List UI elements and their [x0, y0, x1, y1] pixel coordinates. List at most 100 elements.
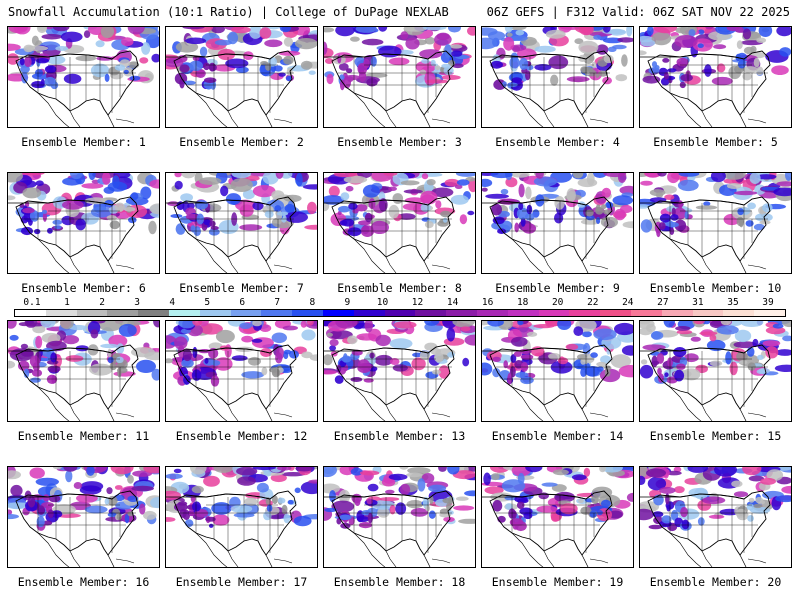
snowfall-map	[165, 466, 318, 568]
snowfall-map	[7, 26, 160, 128]
snowfall-map	[639, 466, 792, 568]
ensemble-panel: Ensemble Member: 1	[7, 26, 160, 173]
legend-tick-label: 18	[516, 297, 529, 308]
legend-swatch	[292, 310, 323, 316]
legend-tick-label: 12	[411, 297, 424, 308]
legend-tick-label: 16	[481, 297, 494, 308]
ensemble-panel: Ensemble Member: 18	[323, 466, 476, 613]
snowfall-map	[481, 172, 634, 274]
legend-tick-label: 4	[169, 297, 176, 308]
snowfall-map	[639, 320, 792, 422]
legend-swatch	[415, 310, 447, 316]
ensemble-member-label: Ensemble Member: 13	[333, 429, 466, 443]
legend-color-bar	[14, 309, 786, 317]
legend-tick-label: 27	[657, 297, 669, 308]
legend-swatch	[107, 310, 139, 316]
legend-tick-label: 14	[446, 297, 459, 308]
legend-swatch	[138, 310, 169, 316]
snowfall-map	[639, 26, 792, 128]
snowfall-map	[165, 26, 318, 128]
ensemble-member-label: Ensemble Member: 7	[179, 281, 304, 295]
ensemble-panel: Ensemble Member: 16	[7, 466, 160, 613]
ensemble-panel: Ensemble Member: 11	[7, 320, 160, 467]
snowfall-map	[165, 320, 318, 422]
legend-tick-label: 6	[239, 297, 246, 308]
legend-tick-label: 2	[99, 297, 105, 308]
ensemble-member-label: Ensemble Member: 8	[337, 281, 462, 295]
ensemble-panel: Ensemble Member: 5	[639, 26, 792, 173]
snowfall-map	[323, 172, 476, 274]
legend-tick-label: 22	[587, 297, 599, 308]
ensemble-panel: Ensemble Member: 7	[165, 172, 318, 319]
snowfall-map	[323, 26, 476, 128]
ensemble-member-label: Ensemble Member: 16	[17, 575, 150, 589]
legend-tick-label: 9	[344, 297, 351, 308]
legend-swatch	[168, 310, 200, 316]
snowfall-map	[323, 466, 476, 568]
legend-tick-label: 8	[309, 297, 316, 308]
snowfall-map	[165, 172, 318, 274]
ensemble-panel: Ensemble Member: 9	[481, 172, 634, 319]
ensemble-panel: Ensemble Member: 14	[481, 320, 634, 467]
snowfall-map	[481, 466, 634, 568]
legend-swatch	[322, 310, 354, 316]
legend-labels: 0.1 1 2 3 4 5 6 7 8 9 10 12 14 16 18 20 22 24 27 31 35 39	[14, 297, 786, 308]
legend-tick-label: 5	[204, 297, 211, 308]
legend-swatch	[446, 310, 477, 316]
ensemble-member-label: Ensemble Member: 12	[175, 429, 308, 443]
legend-tick-label: 10	[376, 297, 389, 308]
legend-swatch	[76, 310, 108, 316]
ensemble-member-label: Ensemble Member: 14	[491, 429, 624, 443]
legend-swatch	[723, 310, 755, 316]
legend-swatch	[630, 310, 662, 316]
legend-tick-label: 7	[274, 297, 281, 308]
legend-swatch	[15, 310, 46, 316]
legend-swatch	[507, 310, 539, 316]
legend-swatch	[261, 310, 293, 316]
ensemble-member-label: Ensemble Member: 9	[495, 281, 620, 295]
legend-swatch	[199, 310, 231, 316]
ensemble-member-label: Ensemble Member: 15	[649, 429, 782, 443]
ensemble-member-label: Ensemble Member: 10	[649, 281, 782, 295]
header: Snowfall Accumulation (10:1 Ratio) | Col…	[0, 0, 800, 22]
ensemble-panel: Ensemble Member: 3	[323, 26, 476, 173]
model-valid-time: 06Z GEFS | F312 Valid: 06Z SAT NOV 22 20…	[486, 5, 790, 19]
snowfall-map	[481, 320, 634, 422]
ensemble-member-label: Ensemble Member: 19	[491, 575, 624, 589]
ensemble-member-label: Ensemble Member: 4	[495, 135, 620, 149]
ensemble-panel: Ensemble Member: 19	[481, 466, 634, 613]
legend-swatch	[230, 310, 262, 316]
legend-tick-label: 24	[622, 297, 634, 308]
ensemble-member-label: Ensemble Member: 11	[17, 429, 150, 443]
snowfall-map	[481, 26, 634, 128]
ensemble-member-label: Ensemble Member: 1	[21, 135, 146, 149]
ensemble-member-label: Ensemble Member: 3	[337, 135, 462, 149]
ensemble-member-label: Ensemble Member: 2	[179, 135, 304, 149]
ensemble-panel: Ensemble Member: 13	[323, 320, 476, 467]
ensemble-panel: Ensemble Member: 10	[639, 172, 792, 319]
ensemble-panel: Ensemble Member: 6	[7, 172, 160, 319]
legend-tick-label: 1	[64, 297, 70, 308]
ensemble-member-label: Ensemble Member: 5	[653, 135, 778, 149]
legend-swatch	[569, 310, 601, 316]
legend-tick-label: 0.1	[23, 297, 41, 308]
legend-tick-label: 3	[134, 297, 140, 308]
ensemble-panel: Ensemble Member: 15	[639, 320, 792, 467]
ensemble-member-label: Ensemble Member: 20	[649, 575, 782, 589]
ensemble-member-label: Ensemble Member: 6	[21, 281, 146, 295]
legend-swatch	[754, 310, 785, 316]
legend-tick-label: 35	[727, 297, 739, 308]
ensemble-panel: Ensemble Member: 4	[481, 26, 634, 173]
legend-swatch	[692, 310, 724, 316]
legend-swatch	[45, 310, 77, 316]
snowfall-map	[7, 466, 160, 568]
ensemble-panel: Ensemble Member: 20	[639, 466, 792, 613]
snowfall-color-legend: 0.1 1 2 3 4 5 6 7 8 9 10 12 14 16 18 20 22 24 27 31 35 39	[14, 297, 786, 319]
legend-swatch	[538, 310, 570, 316]
snowfall-map	[639, 172, 792, 274]
snowfall-map	[323, 320, 476, 422]
snowfall-map	[7, 320, 160, 422]
legend-tick-label: 20	[551, 297, 564, 308]
legend-swatch	[661, 310, 693, 316]
ensemble-member-label: Ensemble Member: 18	[333, 575, 466, 589]
